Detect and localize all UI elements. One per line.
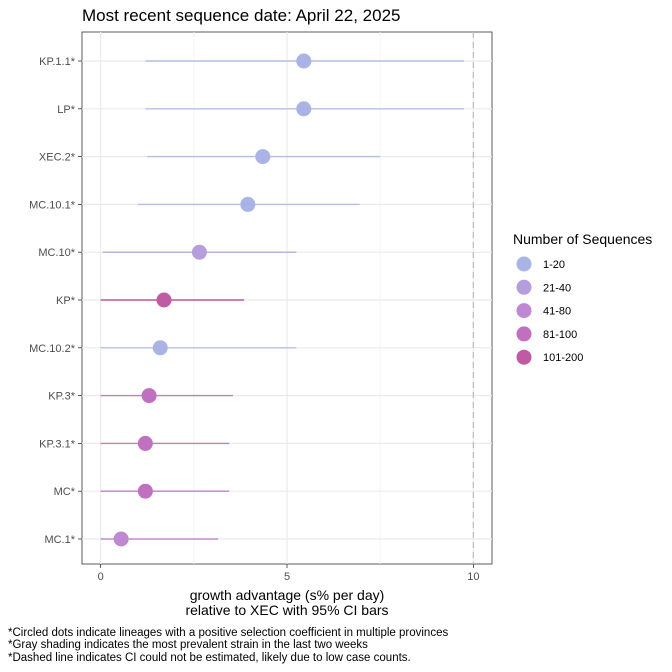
y-axis-tick-labels: KP.1.1* LP* XEC.2* MC.10.1* MC.10* KP* MC.10.2… bbox=[29, 56, 82, 546]
y-tick-label: MC.10* bbox=[38, 247, 75, 259]
legend-key bbox=[516, 326, 532, 342]
legend-key bbox=[516, 303, 532, 319]
legend-items: 1-20 21-40 41-80 81-100 101-200 bbox=[516, 256, 583, 365]
x-axis-tick-labels: 0 5 10 bbox=[98, 564, 479, 583]
y-tick-label: KP* bbox=[56, 295, 76, 307]
legend-title: Number of Sequences bbox=[513, 231, 652, 247]
legend-label: 41-80 bbox=[543, 306, 571, 318]
legend-label: 81-100 bbox=[543, 329, 577, 341]
x-axis-label-line-1: growth advantage (s% per day) bbox=[190, 587, 385, 603]
data-point bbox=[137, 435, 153, 451]
y-tick-label: KP.3* bbox=[48, 391, 75, 403]
legend-key bbox=[516, 349, 532, 365]
y-tick-label: MC.1* bbox=[44, 534, 75, 546]
y-tick-label: KP.1.1* bbox=[39, 56, 76, 68]
data-point bbox=[156, 292, 172, 308]
legend-key bbox=[516, 256, 532, 272]
data-point bbox=[113, 531, 129, 547]
data-point bbox=[255, 149, 271, 165]
data-point bbox=[152, 340, 168, 356]
x-tick-label: 0 bbox=[98, 571, 104, 583]
footnote-3: *Dashed line indicates CI could not be e… bbox=[8, 652, 411, 664]
x-axis-label-line-2: relative to XEC with 95% CI bars bbox=[185, 602, 388, 618]
legend: Number of Sequences 1-20 21-40 41-80 81-100… bbox=[513, 231, 652, 365]
data-point bbox=[191, 244, 207, 260]
data-point bbox=[240, 196, 256, 212]
x-tick-label: 5 bbox=[284, 571, 290, 583]
footnote-1: *Circled dots indicate lineages with a p… bbox=[8, 627, 448, 639]
y-tick-label: MC.10.1* bbox=[29, 199, 76, 211]
chart-title: Most recent sequence date: April 22, 202… bbox=[82, 6, 400, 25]
point-markers bbox=[113, 53, 312, 547]
y-tick-label: MC* bbox=[54, 486, 76, 498]
y-tick-label: KP.3.1* bbox=[39, 438, 76, 450]
data-point bbox=[296, 101, 312, 117]
y-tick-label: XEC.2* bbox=[39, 152, 76, 164]
data-point bbox=[296, 53, 312, 69]
y-tick-label: MC.10.2* bbox=[29, 343, 76, 355]
legend-label: 101-200 bbox=[543, 352, 583, 364]
legend-label: 21-40 bbox=[543, 282, 571, 294]
x-tick-label: 10 bbox=[467, 571, 479, 583]
data-point bbox=[141, 388, 157, 404]
footnote-2: *Gray shading indicates the most prevale… bbox=[8, 639, 368, 651]
legend-label: 1-20 bbox=[543, 259, 565, 271]
data-point bbox=[137, 483, 153, 499]
y-tick-label: LP* bbox=[57, 104, 75, 116]
legend-key bbox=[516, 279, 532, 295]
